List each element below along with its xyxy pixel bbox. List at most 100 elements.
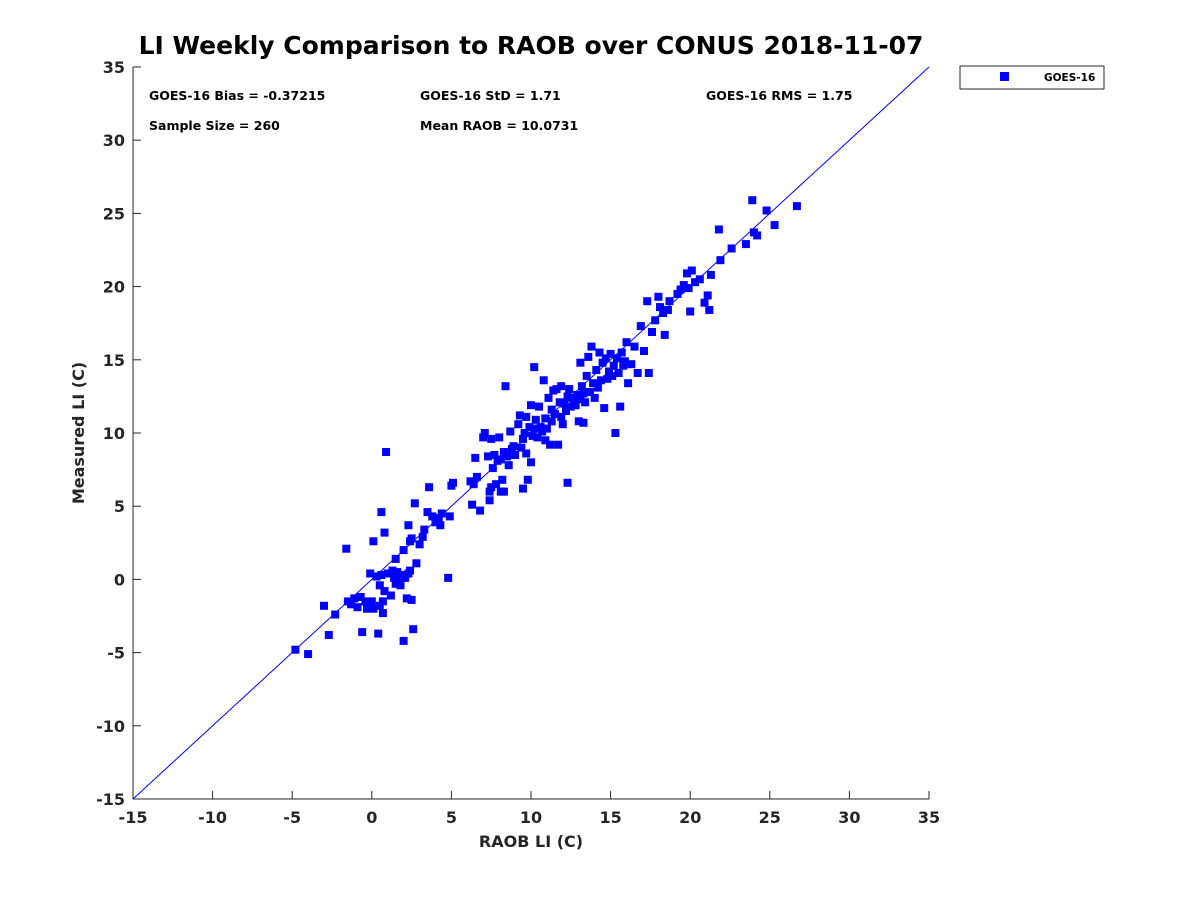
data-point [582, 371, 591, 380]
data-point [597, 376, 605, 385]
x-tick-label: 15 [599, 808, 621, 827]
data-point [595, 348, 604, 357]
data-point [539, 376, 548, 385]
data-point [356, 593, 365, 601]
y-tick-label: 35 [103, 58, 125, 77]
data-point [762, 206, 771, 215]
data-point [383, 569, 392, 578]
data-point [406, 566, 414, 575]
data-point [648, 328, 656, 336]
data-point [530, 363, 539, 372]
data-point [606, 349, 615, 358]
data-point [490, 451, 499, 459]
data-point [485, 496, 494, 505]
y-tick-label: -5 [107, 644, 125, 663]
data-point [390, 573, 399, 582]
data-point [541, 436, 550, 445]
data-point [377, 571, 386, 579]
data-point [640, 347, 648, 355]
data-point [498, 475, 507, 484]
data-point [605, 367, 613, 376]
data-point [401, 573, 410, 582]
data-point [369, 537, 378, 546]
data-point [471, 453, 480, 462]
data-point [574, 417, 583, 426]
data-point [590, 393, 599, 402]
data-point [656, 303, 664, 312]
data-point [487, 483, 496, 492]
data-point [386, 591, 395, 600]
y-tick-label: 0 [114, 570, 125, 589]
data-point [363, 604, 371, 613]
data-point [598, 358, 607, 367]
data-point [665, 297, 674, 306]
data-point [700, 298, 709, 307]
data-point [686, 307, 695, 316]
data-point [622, 338, 631, 347]
data-point [480, 429, 489, 437]
data-point [565, 385, 574, 394]
data-point [423, 508, 432, 517]
data-point [714, 225, 723, 234]
data-point [579, 389, 588, 398]
x-tick-label: 10 [520, 808, 542, 827]
data-point [361, 597, 370, 606]
data-point [544, 393, 553, 402]
data-point [593, 383, 602, 392]
data-point [402, 594, 411, 603]
data-point [603, 374, 612, 383]
data-point [562, 407, 570, 415]
data-point [676, 285, 685, 294]
data-point [547, 417, 556, 426]
data-point [644, 369, 653, 377]
stat-rms: GOES-16 RMS = 1.75 [706, 88, 852, 103]
data-point [523, 475, 532, 484]
data-point [613, 354, 621, 363]
data-point [378, 609, 387, 618]
data-point [415, 540, 424, 549]
data-point [353, 603, 362, 612]
data-point [347, 600, 356, 609]
data-point [663, 306, 672, 314]
data-point [617, 348, 626, 357]
data-point [514, 420, 523, 429]
data-point [407, 534, 416, 543]
data-point [614, 369, 623, 377]
x-tick-label: 35 [918, 808, 940, 827]
data-point [407, 595, 416, 604]
data-point [654, 292, 663, 301]
data-point [404, 521, 413, 530]
data-point [342, 544, 351, 553]
y-axis-ticks: -15 -10 -5 0 5 10 15 20 25 30 35 [96, 58, 141, 809]
data-point [557, 412, 566, 421]
data-point [608, 371, 617, 380]
data-point [350, 594, 359, 603]
data-point [375, 581, 384, 590]
legend-box [959, 65, 1105, 90]
data-point [630, 342, 639, 351]
y-tick-label: 20 [103, 278, 125, 297]
chart-title: LI Weekly Comparison to RAOB over CONUS … [139, 31, 924, 60]
data-point [611, 429, 620, 437]
data-point [660, 330, 669, 339]
data-point [576, 395, 585, 404]
data-point [304, 650, 313, 659]
data-point [484, 452, 492, 461]
data-point [554, 440, 563, 449]
data-point [651, 316, 660, 325]
data-point [393, 568, 402, 577]
data-point [369, 604, 378, 613]
data-point [557, 382, 566, 391]
y-tick-label: 25 [103, 204, 125, 223]
data-point [485, 487, 494, 496]
data-point [558, 420, 567, 429]
data-point [366, 569, 375, 578]
x-tick-label: 0 [366, 808, 377, 827]
y-tick-label: 15 [103, 351, 125, 370]
data-point [584, 352, 593, 361]
data-point [684, 284, 693, 293]
data-point [504, 461, 513, 470]
data-point [412, 559, 421, 568]
data-point [547, 405, 556, 414]
data-point [509, 442, 518, 451]
